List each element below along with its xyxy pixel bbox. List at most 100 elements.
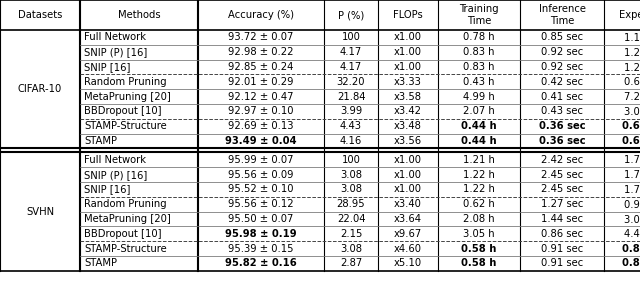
Text: MetaPruning [20]: MetaPruning [20] (84, 214, 171, 224)
Text: 1.78 $: 1.78 $ (624, 170, 640, 180)
Text: 0.78 h: 0.78 h (463, 32, 495, 42)
Text: 95.52 ± 0.10: 95.52 ± 0.10 (228, 184, 294, 194)
Text: Random Pruning: Random Pruning (84, 199, 166, 209)
Text: 95.99 ± 0.07: 95.99 ± 0.07 (228, 155, 294, 165)
Text: 21.84: 21.84 (337, 92, 365, 102)
Text: STAMP-Structure: STAMP-Structure (84, 121, 167, 131)
Text: 0.44 h: 0.44 h (461, 136, 497, 146)
Text: 0.84 $: 0.84 $ (622, 258, 640, 268)
Text: x1.00: x1.00 (394, 170, 422, 180)
Text: 1.76 $: 1.76 $ (624, 155, 640, 165)
Text: 0.83 h: 0.83 h (463, 62, 495, 72)
Text: 0.58 h: 0.58 h (461, 244, 497, 254)
Text: P (%): P (%) (338, 10, 364, 20)
Text: 22.04: 22.04 (337, 214, 365, 224)
Text: 95.56 ± 0.12: 95.56 ± 0.12 (228, 199, 294, 209)
Text: MetaPruning [20]: MetaPruning [20] (84, 92, 171, 102)
Text: 93.72 ± 0.07: 93.72 ± 0.07 (228, 32, 294, 42)
Text: 0.36 sec: 0.36 sec (539, 121, 586, 131)
Text: 1.78 $: 1.78 $ (624, 184, 640, 194)
Text: 0.90 $: 0.90 $ (624, 199, 640, 209)
Text: x4.60: x4.60 (394, 244, 422, 254)
Text: 95.82 ± 0.16: 95.82 ± 0.16 (225, 258, 297, 268)
Text: SNIP (P) [16]: SNIP (P) [16] (84, 170, 147, 180)
Text: 3.08: 3.08 (340, 244, 362, 254)
Text: 1.21 h: 1.21 h (463, 155, 495, 165)
Text: 92.85 ± 0.24: 92.85 ± 0.24 (228, 62, 294, 72)
Text: Accuracy (%): Accuracy (%) (228, 10, 294, 20)
Text: x1.00: x1.00 (394, 155, 422, 165)
Text: 95.98 ± 0.19: 95.98 ± 0.19 (225, 229, 297, 239)
Text: 2.45 sec: 2.45 sec (541, 170, 583, 180)
Text: 100: 100 (342, 32, 360, 42)
Text: Inference
Time: Inference Time (538, 4, 586, 26)
Text: 2.45 sec: 2.45 sec (541, 184, 583, 194)
Text: x3.42: x3.42 (394, 106, 422, 116)
Text: 3.08: 3.08 (340, 184, 362, 194)
Text: x5.10: x5.10 (394, 258, 422, 268)
Text: 0.64 $: 0.64 $ (622, 136, 640, 146)
Text: 1.21 $: 1.21 $ (624, 47, 640, 57)
Text: 0.43 h: 0.43 h (463, 77, 495, 87)
Text: 0.85 sec: 0.85 sec (541, 32, 583, 42)
Text: 0.36 sec: 0.36 sec (539, 136, 586, 146)
Text: Full Network: Full Network (84, 32, 146, 42)
Text: x3.56: x3.56 (394, 136, 422, 146)
Text: SVHN: SVHN (26, 207, 54, 217)
Text: 92.69 ± 0.13: 92.69 ± 0.13 (228, 121, 294, 131)
Text: 3.05 h: 3.05 h (463, 229, 495, 239)
Text: x1.00: x1.00 (394, 62, 422, 72)
Text: 28.95: 28.95 (337, 199, 365, 209)
Text: 0.41 sec: 0.41 sec (541, 92, 583, 102)
Text: CIFAR-10: CIFAR-10 (18, 84, 62, 94)
Text: 1.27 sec: 1.27 sec (541, 199, 583, 209)
Text: Methods: Methods (118, 10, 160, 20)
Text: 95.56 ± 0.09: 95.56 ± 0.09 (228, 170, 294, 180)
Text: 0.64 $: 0.64 $ (622, 121, 640, 131)
Text: 95.39 ± 0.15: 95.39 ± 0.15 (228, 244, 294, 254)
Text: 3.03 $: 3.03 $ (624, 214, 640, 224)
Text: x1.00: x1.00 (394, 32, 422, 42)
Text: 1.21 $: 1.21 $ (624, 62, 640, 72)
Text: x3.58: x3.58 (394, 92, 422, 102)
Text: 1.22 h: 1.22 h (463, 184, 495, 194)
Text: Training
Time: Training Time (459, 4, 499, 26)
Text: SNIP [16]: SNIP [16] (84, 62, 131, 72)
Text: 95.50 ± 0.07: 95.50 ± 0.07 (228, 214, 294, 224)
Text: FLOPs: FLOPs (393, 10, 423, 20)
Text: 1.22 h: 1.22 h (463, 170, 495, 180)
Text: x3.48: x3.48 (394, 121, 422, 131)
Text: BBDropout [10]: BBDropout [10] (84, 106, 161, 116)
Text: 0.91 sec: 0.91 sec (541, 258, 583, 268)
Text: 0.83 h: 0.83 h (463, 47, 495, 57)
Text: 0.58 h: 0.58 h (461, 258, 497, 268)
Text: STAMP: STAMP (84, 258, 117, 268)
Text: Random Pruning: Random Pruning (84, 77, 166, 87)
Text: 4.16: 4.16 (340, 136, 362, 146)
Text: 2.15: 2.15 (340, 229, 362, 239)
Text: 92.98 ± 0.22: 92.98 ± 0.22 (228, 47, 294, 57)
Text: SNIP [16]: SNIP [16] (84, 184, 131, 194)
Text: 0.91 sec: 0.91 sec (541, 244, 583, 254)
Text: 92.01 ± 0.29: 92.01 ± 0.29 (228, 77, 294, 87)
Text: 4.17: 4.17 (340, 62, 362, 72)
Text: 0.44 h: 0.44 h (461, 121, 497, 131)
Text: x1.00: x1.00 (394, 184, 422, 194)
Text: 0.84 $: 0.84 $ (622, 244, 640, 254)
Text: x3.40: x3.40 (394, 199, 422, 209)
Text: 4.17: 4.17 (340, 47, 362, 57)
Text: 93.49 ± 0.04: 93.49 ± 0.04 (225, 136, 297, 146)
Text: 3.08: 3.08 (340, 170, 362, 180)
Text: 7.28 $: 7.28 $ (624, 92, 640, 102)
Text: 92.97 ± 0.10: 92.97 ± 0.10 (228, 106, 294, 116)
Text: BBDropout [10]: BBDropout [10] (84, 229, 161, 239)
Text: x3.64: x3.64 (394, 214, 422, 224)
Text: x9.67: x9.67 (394, 229, 422, 239)
Text: 0.42 sec: 0.42 sec (541, 77, 583, 87)
Text: 100: 100 (342, 155, 360, 165)
Text: SNIP (P) [16]: SNIP (P) [16] (84, 47, 147, 57)
Text: 3.02 $: 3.02 $ (624, 106, 640, 116)
Text: 4.43: 4.43 (340, 121, 362, 131)
Text: 2.07 h: 2.07 h (463, 106, 495, 116)
Text: 1.13 $: 1.13 $ (624, 32, 640, 42)
